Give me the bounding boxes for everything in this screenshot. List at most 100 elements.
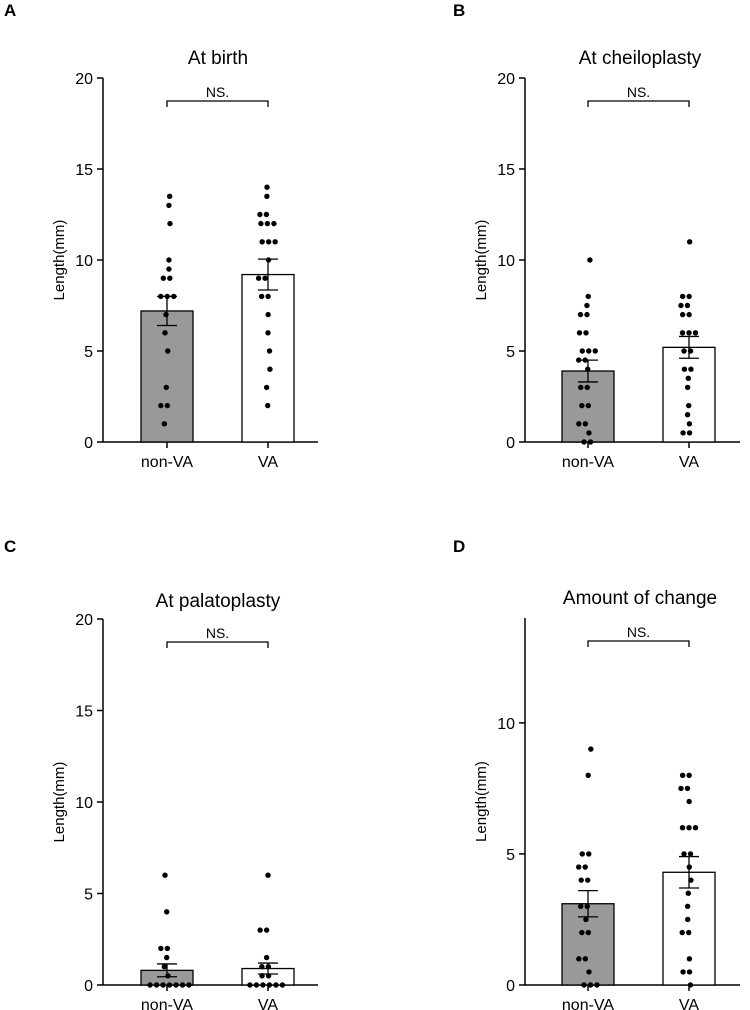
data-point <box>686 969 693 975</box>
data-point <box>584 384 590 391</box>
x-tick-label: non-VA <box>141 454 194 471</box>
bar-va <box>241 273 295 443</box>
data-point <box>579 929 585 936</box>
significance-label: NS. <box>206 84 229 100</box>
data-point <box>262 275 268 281</box>
data-point <box>271 220 277 227</box>
data-point <box>267 366 273 372</box>
data-point <box>687 348 694 354</box>
data-point <box>260 982 266 988</box>
data-point <box>686 430 693 436</box>
y-tick-label: 0 <box>84 435 93 452</box>
x-tick-label: VA <box>258 454 278 471</box>
chart-title: At cheiloplasty <box>579 48 702 69</box>
data-point <box>577 311 584 318</box>
chart-title: Amount of change <box>563 588 717 609</box>
data-point <box>587 439 594 445</box>
data-point <box>153 982 160 988</box>
x-tick-label: non-VA <box>562 454 615 471</box>
data-point <box>576 357 582 363</box>
data-point <box>679 772 686 778</box>
data-point <box>158 945 164 952</box>
data-point <box>164 909 170 915</box>
data-point <box>681 851 687 857</box>
significance-bracket <box>166 100 269 107</box>
x-tick-label: VA <box>679 454 699 471</box>
y-tick-label: 0 <box>506 435 515 452</box>
data-point <box>259 973 265 979</box>
y-tick-label: 20 <box>75 612 93 629</box>
y-tick-label: 10 <box>497 716 515 733</box>
y-tick-label: 10 <box>497 253 515 270</box>
data-point <box>147 982 153 988</box>
data-point <box>166 257 172 263</box>
data-point <box>263 954 270 961</box>
x-tick-label: non-VA <box>141 997 194 1010</box>
data-point <box>586 348 592 354</box>
data-point <box>581 439 587 445</box>
data-point <box>162 872 168 878</box>
data-point <box>160 982 166 988</box>
data-point <box>686 402 692 409</box>
data-point <box>265 973 272 979</box>
data-point <box>592 348 598 354</box>
data-point <box>279 982 286 988</box>
bar-va <box>662 871 716 986</box>
data-point <box>679 330 686 336</box>
y-tick-label: 15 <box>75 162 93 179</box>
data-point <box>578 877 584 883</box>
panel-letter: B <box>453 1 465 20</box>
significance-bracket <box>587 640 690 647</box>
data-point <box>685 916 691 923</box>
y-axis-label: Length(mm) <box>51 762 68 843</box>
y-tick-label: 5 <box>84 887 93 904</box>
data-point <box>686 864 692 870</box>
data-point <box>594 982 600 988</box>
data-point <box>265 402 271 409</box>
data-point <box>692 330 699 336</box>
y-tick-label: 5 <box>506 344 515 361</box>
data-point <box>257 927 263 933</box>
data-point <box>583 916 589 923</box>
data-point <box>265 311 271 318</box>
bar-non-va <box>140 310 194 443</box>
data-point <box>585 366 591 372</box>
data-point <box>681 366 688 372</box>
data-point <box>681 348 687 354</box>
chart-title: At birth <box>188 48 248 69</box>
significance-label: NS. <box>627 84 650 100</box>
data-point <box>163 311 169 318</box>
chart-panel-c: C At palatoplasty 0 5 10 15 20 Length(mm) non-VA… <box>4 537 318 1010</box>
data-point <box>576 330 583 336</box>
data-point <box>257 211 263 218</box>
data-point <box>167 275 173 281</box>
data-point <box>576 956 582 962</box>
significance-label: NS. <box>627 624 650 640</box>
chart-title: At palatoplasty <box>156 591 281 612</box>
y-tick-label: 20 <box>497 71 515 88</box>
data-point <box>586 969 592 975</box>
data-point <box>576 421 582 427</box>
data-point <box>686 956 693 962</box>
chart-panel-d: D Amount of change 0 5 10 Length(mm) non-VA VA N… <box>453 537 740 1010</box>
data-point <box>266 348 273 354</box>
data-point <box>582 956 589 962</box>
y-tick-label: 15 <box>497 162 515 179</box>
bar-va <box>662 346 716 443</box>
y-tick-label: 0 <box>506 978 515 995</box>
data-point <box>680 969 686 975</box>
data-point <box>688 366 694 372</box>
data-point <box>258 293 265 300</box>
data-point <box>265 330 271 336</box>
data-point <box>165 348 171 354</box>
data-point <box>686 825 692 831</box>
data-point <box>582 357 588 363</box>
data-point <box>264 184 270 190</box>
data-point <box>686 293 692 300</box>
data-point <box>679 293 686 300</box>
data-point <box>263 927 270 933</box>
significance-label: NS. <box>206 625 229 641</box>
data-point <box>161 421 168 427</box>
data-point <box>164 954 170 961</box>
data-point <box>684 384 691 391</box>
